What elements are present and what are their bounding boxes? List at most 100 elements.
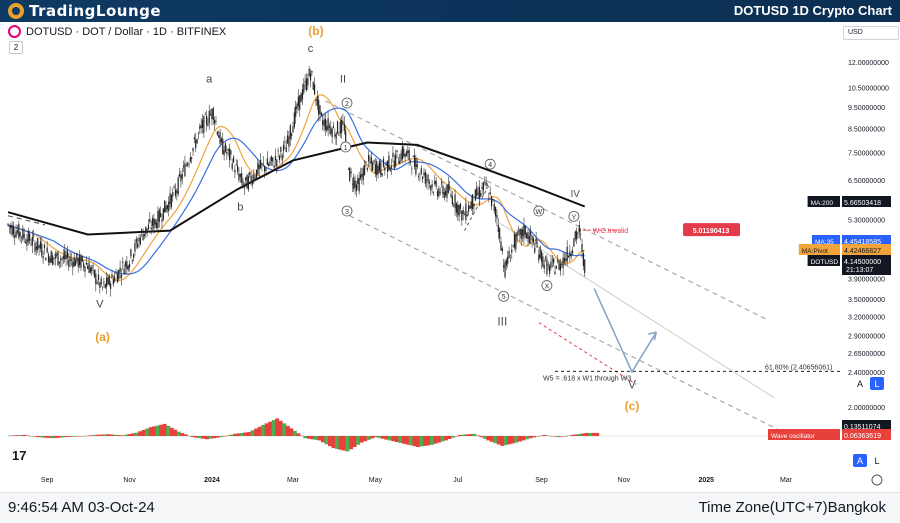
candle-body <box>392 152 394 157</box>
candle-body <box>469 206 471 209</box>
price-tick-label: 2.40000000 <box>848 370 885 377</box>
currency-select[interactable]: USD <box>843 26 899 40</box>
candle-body <box>292 126 294 133</box>
candle-body <box>507 256 509 264</box>
candle-body <box>324 118 327 130</box>
candle-body <box>201 119 204 128</box>
osc-bar <box>465 434 470 436</box>
candle-body <box>131 260 133 262</box>
osc-bar <box>60 436 65 438</box>
candle-body <box>64 250 66 260</box>
candle-body <box>423 172 425 176</box>
osc-bar <box>437 436 441 443</box>
candle-body <box>492 199 494 200</box>
symbol-bar[interactable]: DOTUSD · DOT / Dollar · 1D · BITFINEX <box>8 25 226 38</box>
candle-body <box>386 160 389 172</box>
log-scale-button[interactable]: L <box>874 379 879 389</box>
indicator-count-badge[interactable]: 2 <box>9 41 23 54</box>
price-tick-label: 8.50000000 <box>848 126 885 133</box>
auto-scale-button[interactable]: A <box>857 379 863 389</box>
osc-bar <box>148 427 153 436</box>
candle-body <box>431 184 433 188</box>
candle-body <box>73 257 75 267</box>
candle-body <box>280 147 282 152</box>
candle-body <box>574 231 576 240</box>
candle-body <box>316 96 318 106</box>
price-tag-bg <box>842 255 891 266</box>
candle-body <box>205 115 208 125</box>
candle-body <box>445 190 447 196</box>
osc-bar <box>391 436 396 442</box>
wave-circle-marker <box>541 280 553 291</box>
price-chart[interactable]: (a)(b)(c)abcIIIIIIIVVV12345WXYW.C.Invali… <box>0 22 900 492</box>
osc-bar <box>584 432 589 436</box>
osc-bar <box>127 434 132 436</box>
osc-bar <box>99 434 104 436</box>
candle-body <box>311 70 313 73</box>
candle-body <box>341 120 343 133</box>
wave-circle-label: 1 <box>344 145 348 152</box>
candle-body <box>474 189 476 201</box>
wave-circle-marker <box>533 205 545 217</box>
candle-body <box>315 99 317 101</box>
osc-bar <box>591 432 596 436</box>
candle-body <box>519 229 521 235</box>
settings-icon[interactable] <box>871 474 883 486</box>
candle-body <box>490 196 493 207</box>
osc-bar <box>482 436 487 439</box>
candle-body <box>45 257 47 261</box>
candle-body <box>68 260 70 267</box>
candle-body <box>272 157 274 162</box>
time-tick-label: Nov <box>618 477 631 484</box>
time-axis[interactable]: Sep Nov 2024 Mar May Jul Sep Nov 2025 Mar <box>41 477 793 484</box>
candle-body <box>116 273 119 283</box>
osc-bar <box>563 436 568 437</box>
candle-body <box>361 173 363 177</box>
candle-body <box>516 231 518 237</box>
osc-auto-button[interactable]: A <box>857 456 863 466</box>
w5-relation-label: W5 = .618 x W1 through W3 <box>543 375 631 382</box>
candle-body <box>338 134 340 136</box>
osc-bar <box>117 435 121 436</box>
candle-body <box>66 250 69 259</box>
osc-bar <box>95 434 100 436</box>
candle-body <box>273 165 275 168</box>
candle-body <box>439 191 441 193</box>
candle-body <box>147 224 150 230</box>
candle-body <box>27 230 29 242</box>
osc-bar <box>521 436 526 441</box>
candle-body <box>184 163 186 177</box>
candle-body <box>335 132 337 139</box>
candle-body <box>524 225 526 235</box>
candle-body <box>408 149 410 161</box>
candle-body <box>181 173 183 179</box>
candle-body <box>37 237 39 250</box>
candle-body <box>187 163 189 166</box>
symbol-text[interactable]: DOTUSD · DOT / Dollar · 1D · BITFINEX <box>26 25 227 38</box>
price-tag-name-bg <box>812 235 840 246</box>
candle-body <box>400 153 402 161</box>
candle-body <box>60 259 62 261</box>
candle-body <box>323 119 325 127</box>
candle-body <box>29 233 31 241</box>
wc-invalid-value: 5.01190413 <box>693 228 730 235</box>
candle-body <box>349 167 351 181</box>
osc-bar <box>53 436 58 438</box>
price-tag-name: Wave oscillator <box>771 433 816 440</box>
osc-log-button[interactable]: L <box>874 456 879 466</box>
candle-body <box>420 168 422 174</box>
candle-body <box>247 176 250 190</box>
osc-bar <box>229 434 234 436</box>
candle-body <box>486 185 489 186</box>
candle-body <box>330 127 332 134</box>
candle-body <box>368 155 370 161</box>
candle-body <box>484 180 486 182</box>
fib-label: 61.80% (2.40656061) <box>765 364 832 371</box>
candle-body <box>381 173 383 177</box>
candle-body <box>189 157 191 162</box>
candle-body <box>100 278 102 285</box>
projection-arrow <box>593 288 657 374</box>
candle-body <box>534 247 536 253</box>
candle-body <box>115 272 117 274</box>
osc-bar <box>173 429 178 436</box>
